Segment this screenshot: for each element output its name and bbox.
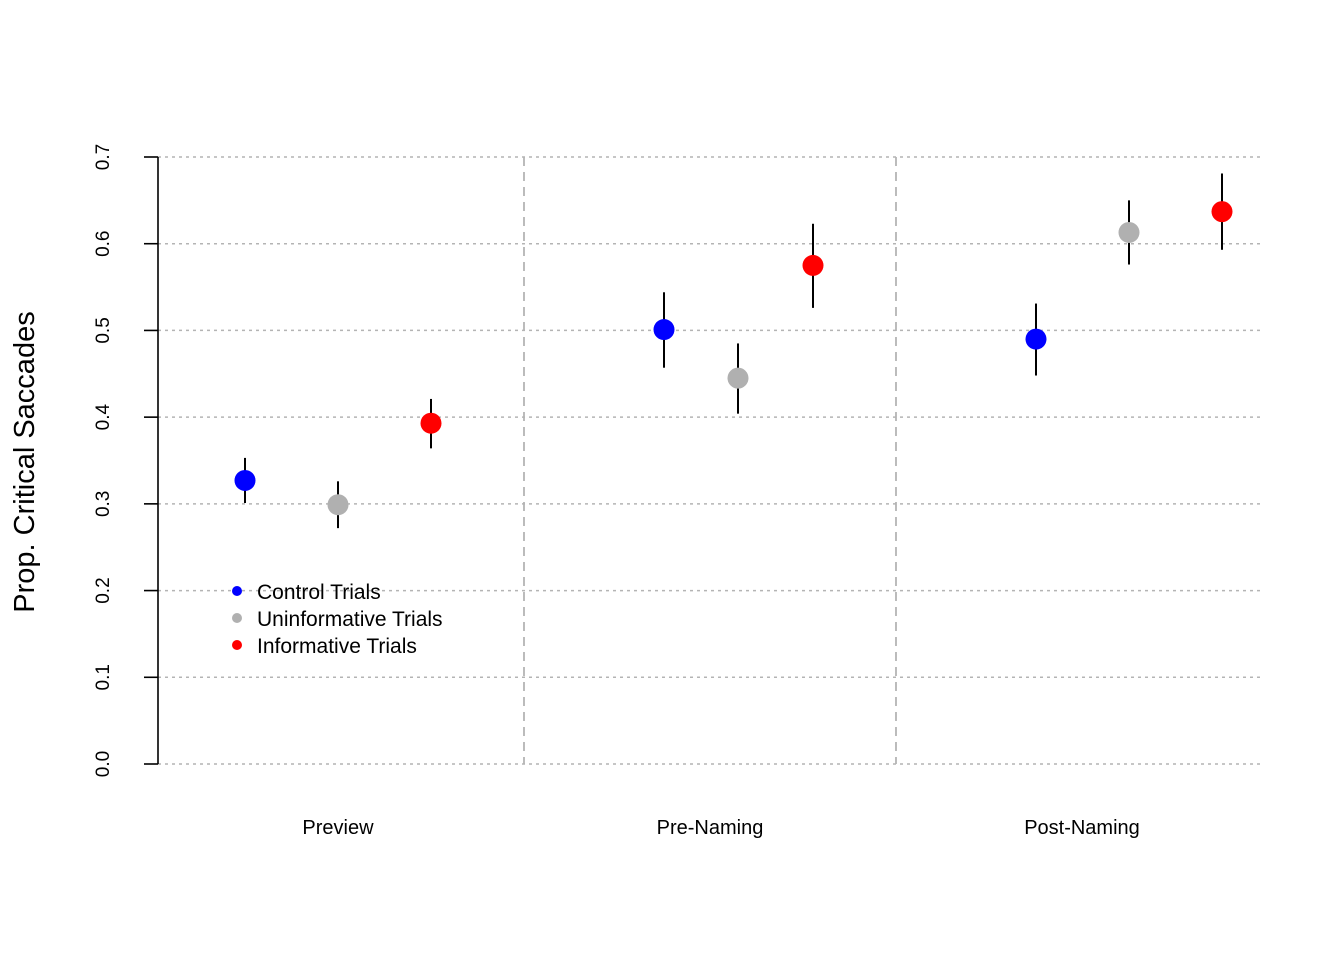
legend-marker: [232, 586, 242, 596]
y-tick-label: 0.6: [93, 231, 114, 257]
error-bars: [244, 173, 1223, 529]
legend: Control Trials Uninformative Trials Inform…: [232, 581, 443, 658]
legend-marker: [232, 613, 242, 623]
category-label: Preview: [302, 817, 374, 839]
grid-layer: [158, 156, 1262, 765]
y-tick-label: 0.1: [93, 664, 114, 690]
data-point: [420, 412, 442, 434]
y-tick-label: 0.0: [93, 751, 114, 777]
category-label: Pre-Naming: [657, 817, 764, 839]
y-tick-label: 0.3: [93, 491, 114, 517]
data-point: [1025, 328, 1047, 350]
y-tick-label: 0.7: [93, 144, 114, 170]
y-tick-label: 0.5: [93, 317, 114, 343]
category-separators: [523, 157, 897, 764]
data-point: [234, 469, 256, 491]
data-point: [1118, 221, 1140, 243]
category-labels: Preview Pre-Naming Post-Naming: [302, 817, 1139, 839]
data-point: [727, 367, 749, 389]
data-point: [802, 254, 824, 276]
legend-label: Informative Trials: [257, 635, 417, 658]
data-point: [327, 494, 349, 516]
legend-marker: [232, 640, 242, 650]
y-axis-label: Prop. Critical Saccades: [9, 311, 41, 612]
legend-label: Uninformative Trials: [257, 608, 443, 631]
category-label: Post-Naming: [1024, 817, 1140, 839]
data-points: [234, 201, 1233, 516]
data-point: [653, 319, 675, 341]
y-tick-label: 0.2: [93, 577, 114, 603]
data-point: [1211, 201, 1233, 223]
y-tick-label: 0.4: [93, 404, 114, 431]
legend-label: Control Trials: [257, 581, 381, 604]
y-axis: 0.0 0.1 0.2 0.3 0.4 0.5 0.6 0.7: [93, 144, 159, 777]
